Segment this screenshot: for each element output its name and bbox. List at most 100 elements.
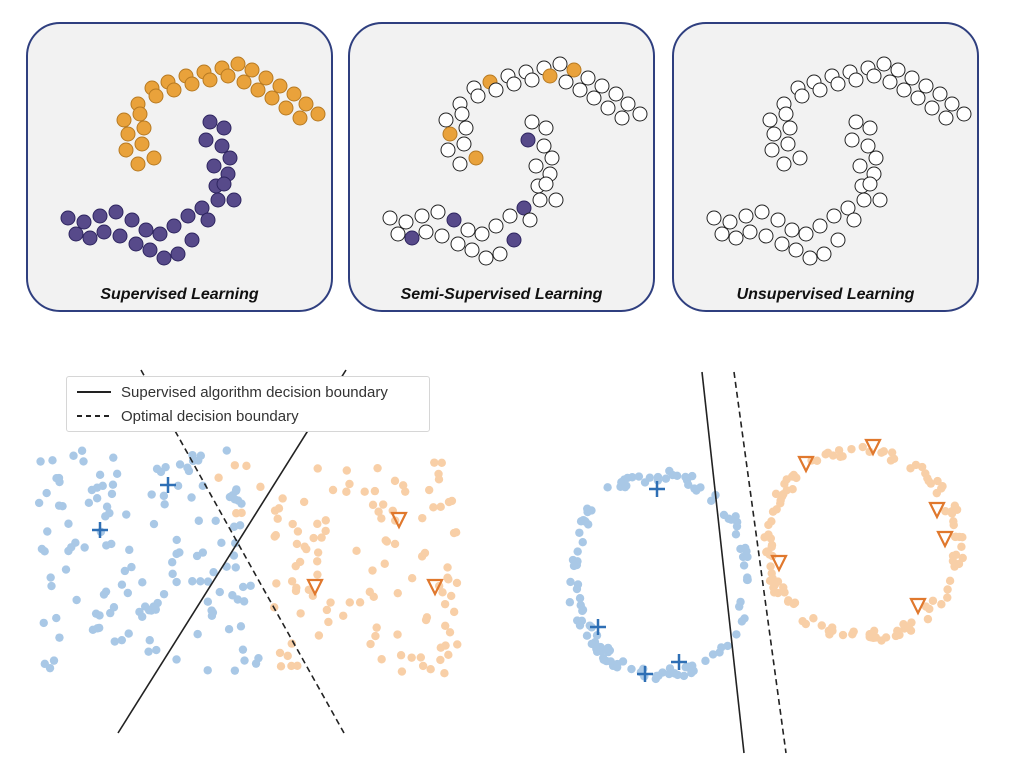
orange-sample-point (416, 653, 426, 662)
orange-ring-point (958, 532, 967, 542)
moon-point-upper-0-10 (298, 96, 314, 112)
moon-point-upper-1-11 (632, 106, 648, 122)
orange-ring-point (949, 517, 958, 526)
blue-sample-point (99, 590, 109, 599)
blue-sample-point (108, 480, 118, 489)
orange-sample-point (368, 566, 377, 575)
blue-ring-point (708, 650, 718, 659)
orange-ring-point (809, 614, 818, 623)
orange-ring-point (938, 481, 947, 491)
orange-ring-point (891, 631, 901, 641)
blue-sample-point (107, 539, 116, 549)
orange-ring-point (907, 618, 916, 627)
moon-point-upper-0-26 (136, 120, 152, 136)
orange-sample-point (441, 621, 450, 631)
blue-sample-point (187, 493, 196, 502)
orange-sample-point (339, 611, 348, 620)
moon-point-upper-2-13 (794, 88, 810, 104)
blue-ring-point (739, 561, 749, 570)
blue-ring-point (612, 663, 622, 672)
blue-sample-point (102, 502, 112, 511)
moon-point-lower-1-23 (450, 236, 466, 252)
orange-sample-point (444, 650, 453, 660)
blue-ring-point (569, 561, 579, 571)
blue-sample-point (144, 647, 153, 656)
moon-point-upper-0-20 (264, 90, 280, 106)
blue-sample-point (36, 457, 45, 466)
moon-point-upper-0-6 (244, 62, 260, 78)
orange-ring-point (921, 602, 931, 611)
moon-point-upper-2-16 (848, 72, 864, 88)
moon-point-lower-0-23 (128, 236, 144, 252)
moon-point-upper-1-28 (456, 136, 472, 152)
blue-sample-point (49, 656, 59, 665)
orange-sample-point (291, 561, 300, 571)
moon-point-upper-0-9 (286, 86, 302, 102)
orange-sample-point (369, 592, 378, 602)
moon-point-lower-2-11 (812, 218, 828, 234)
orange-sample-point (275, 648, 285, 658)
orange-sample-point (313, 519, 322, 529)
orange-sample-point (407, 574, 417, 583)
blue-sample-point (228, 491, 237, 500)
blue-ring-point (627, 664, 636, 674)
blue-ring-point (640, 478, 650, 487)
moon-point-lower-2-9 (840, 200, 856, 216)
blue-sample-point (110, 637, 119, 646)
moon-point-lower-1-3 (536, 138, 552, 154)
moon-point-upper-2-6 (890, 62, 906, 78)
blue-ring-point (736, 544, 745, 554)
orange-sample-point (321, 516, 330, 525)
orange-sample-point (434, 469, 443, 479)
blue-sample-point (55, 633, 64, 642)
blue-ring-point (575, 594, 585, 603)
orange-sample-point (381, 536, 390, 545)
orange-ring-point (945, 576, 955, 586)
blue-ring-point (599, 655, 608, 665)
moon-point-lower-1-14 (446, 212, 462, 228)
blue-sample-point (123, 588, 133, 598)
orange-sample-point (373, 463, 382, 473)
legend-solid-label: Supervised algorithm decision boundary (121, 383, 388, 401)
moon-point-upper-1-29 (452, 156, 468, 172)
labeled-orange-marker-icon (770, 554, 788, 573)
blue-sample-point (254, 653, 263, 663)
orange-sample-point (360, 487, 369, 496)
orange-ring-point (917, 462, 927, 472)
blue-sample-point (228, 591, 237, 600)
moon-point-upper-1-18 (558, 74, 574, 90)
orange-ring-point (869, 633, 878, 643)
blue-sample-point (161, 462, 170, 472)
blue-sample-point (71, 538, 80, 547)
blue-sample-point (138, 612, 147, 621)
blue-ring-point (575, 621, 585, 630)
blue-sample-point (236, 622, 246, 631)
blue-ring-point (732, 630, 741, 639)
blue-ring-point (696, 483, 705, 492)
moon-point-upper-1-8 (594, 78, 610, 94)
orange-ring-point (858, 442, 867, 452)
moon-point-upper-1-6 (566, 62, 582, 78)
supervised-learning-panel: Supervised Learning (26, 22, 333, 312)
orange-ring-point (887, 448, 897, 457)
orange-ring-point (848, 630, 857, 639)
orange-sample-point (296, 609, 305, 618)
moon-point-upper-1-21 (600, 100, 616, 116)
panel-label-semi-supervised: Semi-Supervised Learning (400, 286, 603, 303)
orange-sample-point (276, 662, 286, 671)
orange-sample-point (443, 563, 452, 572)
orange-ring-point (923, 614, 933, 624)
moon-point-lower-1-24 (464, 242, 480, 258)
orange-ring-point (958, 553, 967, 563)
moon-point-upper-2-10 (944, 96, 960, 112)
moon-point-upper-1-13 (470, 88, 486, 104)
blue-sample-point (231, 539, 240, 548)
blue-sample-point (159, 589, 169, 599)
orange-ring-point (766, 562, 775, 571)
moon-point-lower-1-30 (538, 176, 554, 192)
orange-sample-point (446, 591, 456, 601)
blue-ring-point (719, 510, 729, 520)
moon-point-lower-2-20 (728, 230, 744, 246)
orange-sample-point (317, 533, 326, 542)
moon-point-upper-1-5 (552, 56, 568, 72)
